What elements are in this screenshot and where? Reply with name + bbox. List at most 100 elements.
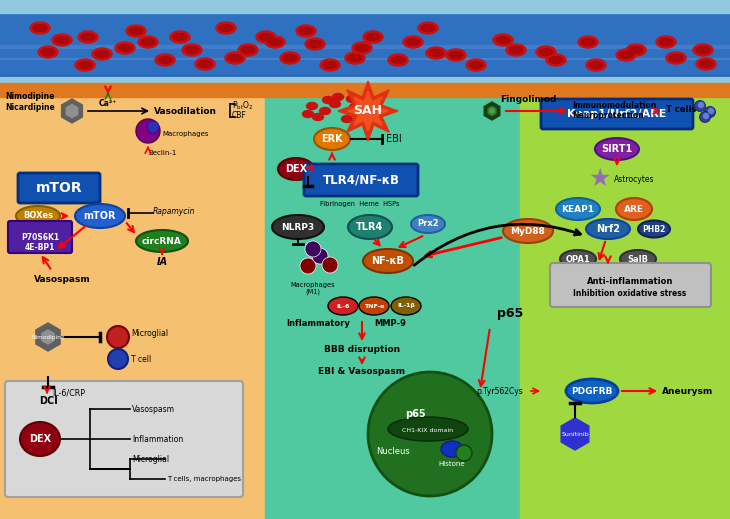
Text: TLR4: TLR4 — [356, 222, 384, 232]
Ellipse shape — [332, 93, 344, 101]
Ellipse shape — [659, 38, 673, 46]
Text: MMP-9: MMP-9 — [374, 319, 406, 327]
Text: ★: ★ — [589, 167, 611, 191]
Text: Vasodilation: Vasodilation — [154, 106, 217, 116]
Bar — [0, 0, 730, 84]
Ellipse shape — [323, 97, 334, 103]
Ellipse shape — [52, 34, 72, 46]
Polygon shape — [561, 418, 589, 450]
Bar — [265, 89, 520, 519]
Ellipse shape — [566, 379, 618, 403]
Text: P70S6K1: P70S6K1 — [21, 233, 59, 241]
Polygon shape — [488, 106, 496, 116]
Bar — [0, 14, 730, 74]
Ellipse shape — [308, 40, 322, 48]
Text: Rapamycin: Rapamycin — [153, 207, 196, 215]
Ellipse shape — [586, 59, 606, 71]
Text: EBI: EBI — [386, 134, 402, 144]
Text: EBI & Vasospasm: EBI & Vasospasm — [318, 367, 406, 376]
Ellipse shape — [546, 54, 566, 66]
Circle shape — [147, 121, 159, 133]
Circle shape — [709, 108, 713, 114]
Text: mTOR: mTOR — [36, 181, 82, 195]
Circle shape — [300, 258, 316, 274]
Text: Fingolimod: Fingolimod — [500, 94, 556, 103]
Text: Histone: Histone — [439, 461, 465, 467]
Text: Inhibition oxidative stress: Inhibition oxidative stress — [573, 290, 687, 298]
Ellipse shape — [225, 52, 245, 64]
Ellipse shape — [656, 36, 676, 48]
Ellipse shape — [323, 61, 337, 69]
Text: circRNA: circRNA — [142, 237, 182, 245]
Circle shape — [368, 372, 492, 496]
Ellipse shape — [363, 249, 413, 273]
Circle shape — [107, 326, 129, 348]
Ellipse shape — [466, 59, 486, 71]
Text: p65: p65 — [404, 409, 426, 419]
Text: Neuroprotection: Neuroprotection — [572, 111, 644, 119]
Circle shape — [305, 241, 321, 257]
Text: Immunomodulation: Immunomodulation — [572, 102, 656, 111]
Bar — [0, 0, 730, 13]
Text: Beclin-1: Beclin-1 — [148, 150, 177, 156]
Ellipse shape — [155, 54, 175, 66]
Ellipse shape — [496, 36, 510, 44]
Circle shape — [136, 119, 160, 143]
Ellipse shape — [506, 44, 526, 56]
Ellipse shape — [626, 44, 646, 56]
Ellipse shape — [586, 219, 630, 239]
Ellipse shape — [268, 38, 282, 46]
Text: Fibrinogen  Heme  HSPs: Fibrinogen Heme HSPs — [320, 201, 400, 207]
Text: T cells, macrophages: T cells, macrophages — [167, 476, 241, 482]
Text: Sunitinib: Sunitinib — [561, 431, 589, 436]
Text: Inflammatory: Inflammatory — [286, 319, 350, 327]
Ellipse shape — [556, 198, 600, 220]
Bar — [0, 89, 265, 519]
Ellipse shape — [355, 45, 369, 51]
Ellipse shape — [403, 36, 423, 48]
FancyBboxPatch shape — [8, 221, 72, 253]
Circle shape — [108, 349, 128, 369]
Ellipse shape — [560, 250, 596, 268]
Text: KEAP1: KEAP1 — [561, 204, 594, 213]
Text: $\mathregular{P_{bt}O_2}$: $\mathregular{P_{bt}O_2}$ — [232, 100, 253, 112]
Text: Ca²⁺: Ca²⁺ — [99, 99, 117, 108]
Text: DEX: DEX — [29, 434, 51, 444]
Ellipse shape — [328, 297, 358, 315]
Text: Anti-inflammation: Anti-inflammation — [587, 278, 673, 286]
Text: SIRT1: SIRT1 — [602, 144, 633, 154]
Text: Vasospasm: Vasospasm — [34, 275, 91, 283]
Text: Microglial: Microglial — [132, 455, 169, 463]
Text: mTOR: mTOR — [84, 211, 116, 221]
Circle shape — [704, 114, 709, 118]
Ellipse shape — [391, 297, 421, 315]
Ellipse shape — [620, 250, 656, 268]
Polygon shape — [61, 99, 82, 123]
Ellipse shape — [320, 107, 331, 115]
FancyBboxPatch shape — [541, 99, 693, 129]
Ellipse shape — [78, 31, 98, 43]
Ellipse shape — [278, 158, 314, 180]
Ellipse shape — [256, 31, 276, 43]
Text: BOXes: BOXes — [23, 212, 53, 221]
Ellipse shape — [16, 206, 60, 226]
Ellipse shape — [33, 24, 47, 32]
Text: T cell: T cell — [131, 354, 151, 363]
Ellipse shape — [138, 36, 158, 48]
Circle shape — [456, 445, 472, 461]
Bar — [0, 0, 730, 89]
Ellipse shape — [307, 102, 318, 110]
Ellipse shape — [536, 46, 556, 58]
Ellipse shape — [619, 51, 633, 59]
Text: MyD88: MyD88 — [510, 226, 545, 236]
Ellipse shape — [115, 42, 135, 54]
Text: CBF: CBF — [232, 111, 247, 119]
Text: 4E-BP1: 4E-BP1 — [25, 242, 55, 252]
Ellipse shape — [391, 57, 405, 63]
Ellipse shape — [418, 22, 438, 34]
Ellipse shape — [359, 297, 389, 315]
Ellipse shape — [578, 36, 598, 48]
Ellipse shape — [280, 52, 300, 64]
Ellipse shape — [366, 34, 380, 40]
Text: Aneurysm: Aneurysm — [662, 387, 713, 395]
